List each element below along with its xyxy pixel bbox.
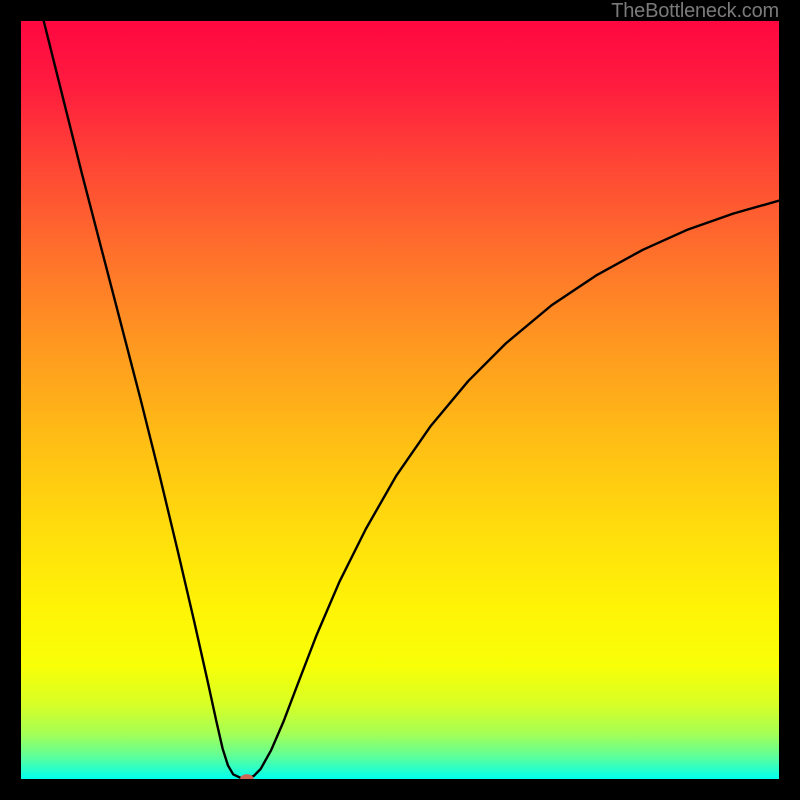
curve-layer <box>21 21 779 779</box>
minimum-marker <box>240 774 254 779</box>
plot-area <box>21 21 779 779</box>
watermark-text: TheBottleneck.com <box>611 0 779 23</box>
bottleneck-curve <box>44 21 779 779</box>
